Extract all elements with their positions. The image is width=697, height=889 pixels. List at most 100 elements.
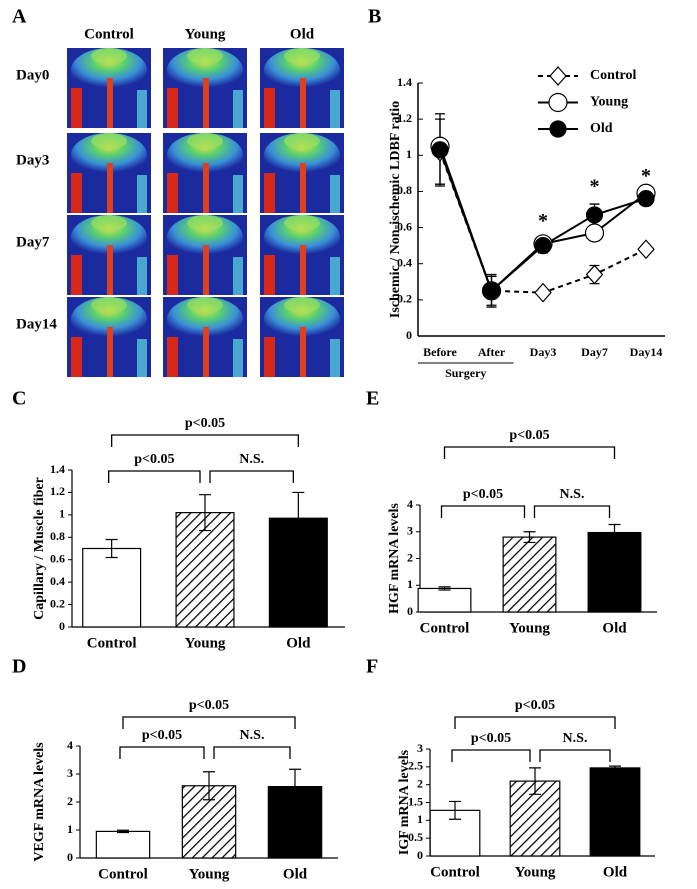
image-leg bbox=[233, 257, 243, 295]
marker bbox=[534, 282, 552, 303]
x-tick-label: Young bbox=[515, 864, 556, 880]
image-leg bbox=[264, 173, 275, 213]
image-leg bbox=[107, 78, 113, 128]
image-leg bbox=[233, 90, 243, 128]
image-heat bbox=[264, 297, 340, 341]
y-tick-label: 3 bbox=[417, 741, 423, 755]
error-bar bbox=[609, 765, 621, 771]
y-tick-label: 0 bbox=[406, 328, 412, 342]
column-label: Young bbox=[185, 26, 226, 42]
comparison-label: p<0.05 bbox=[509, 428, 549, 443]
panel-letter: D bbox=[12, 656, 26, 678]
ldpi-image bbox=[67, 133, 151, 213]
image-leg bbox=[300, 327, 306, 377]
y-tick-label: 1.4 bbox=[50, 462, 65, 476]
column-label: Control bbox=[84, 26, 134, 42]
ldpi-image bbox=[163, 297, 247, 377]
marker bbox=[482, 282, 501, 300]
image-heat bbox=[91, 215, 127, 231]
panel-letter: A bbox=[12, 6, 27, 28]
legend-label: Young bbox=[590, 95, 628, 110]
y-tick-label: 0 bbox=[59, 619, 65, 633]
image-leg bbox=[264, 255, 275, 295]
y-axis-label: HGF mRNA levels bbox=[387, 503, 402, 614]
ldpi-image bbox=[260, 48, 344, 128]
comparison-label: p<0.05 bbox=[189, 698, 229, 713]
y-tick-label: 0.4 bbox=[50, 574, 65, 588]
image-heat bbox=[264, 48, 340, 92]
y-tick-label: 1 bbox=[406, 147, 412, 161]
ldpi-image bbox=[260, 297, 344, 377]
ldpi-image bbox=[260, 215, 344, 295]
image-leg bbox=[330, 339, 340, 377]
comparison-label: p<0.05 bbox=[142, 728, 182, 743]
image-heat bbox=[71, 215, 147, 259]
image-leg bbox=[71, 88, 82, 128]
image-leg bbox=[203, 327, 209, 377]
y-tick-label: 4 bbox=[407, 497, 413, 511]
y-tick-label: 3 bbox=[407, 524, 413, 538]
image-leg bbox=[330, 175, 340, 213]
group-label: Surgery bbox=[445, 366, 486, 380]
y-tick-label: 0.6 bbox=[50, 551, 65, 565]
ldpi-image bbox=[260, 133, 344, 213]
image-leg bbox=[300, 245, 306, 295]
row-label: Day14 bbox=[16, 316, 57, 332]
row-label: Day7 bbox=[16, 234, 50, 250]
comparison-bracket bbox=[454, 716, 616, 729]
x-tick-label: Young bbox=[509, 620, 550, 636]
marker bbox=[549, 66, 567, 86]
y-axis-label: Ischemic / Non-ischemic LDBF ratio bbox=[388, 101, 403, 318]
comparison-bracket bbox=[440, 505, 526, 518]
y-tick-label: 1 bbox=[59, 507, 65, 521]
marker bbox=[637, 190, 655, 208]
x-tick-label: Old bbox=[286, 635, 311, 651]
y-tick-label: 2 bbox=[67, 794, 73, 808]
image-leg bbox=[71, 337, 82, 377]
image-leg bbox=[167, 255, 178, 295]
column-label: Old bbox=[290, 26, 315, 42]
y-tick-label: 1 bbox=[407, 577, 413, 591]
y-axis-label: VEGF mRNA levels bbox=[32, 742, 47, 862]
marker bbox=[584, 223, 605, 243]
ldpi-image bbox=[67, 297, 151, 377]
y-tick-label: 1 bbox=[417, 812, 423, 826]
panel-letter: E bbox=[366, 388, 379, 410]
x-tick-label: Day3 bbox=[530, 345, 557, 359]
comparison-label: p<0.05 bbox=[463, 487, 503, 502]
image-heat bbox=[91, 297, 127, 313]
x-tick-label: Old bbox=[283, 866, 308, 882]
image-leg bbox=[167, 88, 178, 128]
comparison-label: N.S. bbox=[240, 728, 265, 743]
legend-item: Control bbox=[538, 66, 637, 86]
image-leg bbox=[71, 173, 82, 213]
comparison-bracket bbox=[451, 749, 531, 762]
comparison-bracket bbox=[443, 446, 616, 459]
bar bbox=[175, 512, 235, 628]
error-bar bbox=[608, 523, 621, 542]
legend-label: Control bbox=[590, 68, 637, 83]
image-heat bbox=[264, 133, 340, 177]
ldpi-image bbox=[163, 48, 247, 128]
image-heat bbox=[91, 48, 127, 64]
comparison-label: p<0.05 bbox=[134, 452, 174, 467]
marker bbox=[637, 239, 655, 260]
y-tick-label: 0.8 bbox=[397, 183, 412, 197]
ldpi-image bbox=[67, 215, 151, 295]
marker bbox=[585, 264, 604, 285]
image-heat bbox=[71, 297, 147, 341]
image-leg bbox=[233, 339, 243, 377]
marker bbox=[431, 141, 449, 159]
bar bbox=[417, 587, 472, 613]
image-heat bbox=[167, 297, 243, 341]
y-tick-label: 0 bbox=[417, 848, 423, 862]
image-leg bbox=[137, 90, 147, 128]
bar bbox=[82, 547, 142, 628]
x-tick-label: Control bbox=[420, 620, 470, 636]
legend-item: Old bbox=[538, 120, 613, 138]
y-tick-label: 1.2 bbox=[50, 484, 65, 498]
image-heat bbox=[284, 215, 320, 231]
panel-letter: C bbox=[12, 388, 26, 410]
y-tick-label: 0.5 bbox=[408, 830, 423, 844]
marker bbox=[585, 206, 604, 224]
